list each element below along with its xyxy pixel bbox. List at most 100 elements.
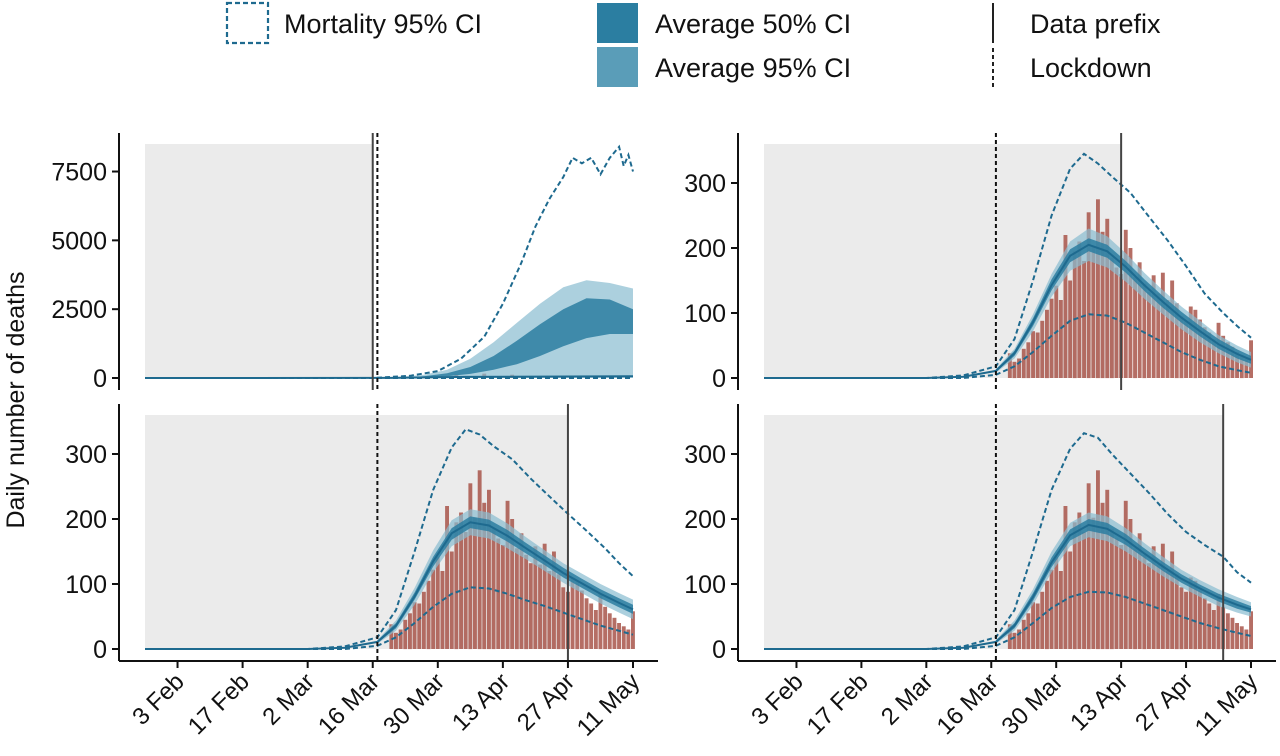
death-bar xyxy=(519,533,524,649)
death-bar xyxy=(1086,212,1091,379)
death-bar xyxy=(1054,556,1059,649)
death-bar xyxy=(1128,248,1133,378)
death-bar xyxy=(1198,590,1202,649)
death-bar xyxy=(1026,342,1031,379)
y-tick-label: 0 xyxy=(712,365,726,393)
y-tick-label: 200 xyxy=(684,235,726,263)
death-bar xyxy=(598,593,603,650)
y-tick-label: 7500 xyxy=(51,159,107,187)
y-tick-label: 300 xyxy=(684,441,726,469)
y-tick-label: 300 xyxy=(684,170,726,198)
death-bar xyxy=(417,603,422,649)
death-bar xyxy=(473,517,477,649)
x-tick-label: 17 Feb xyxy=(802,668,874,740)
death-bar xyxy=(403,619,408,650)
death-bar xyxy=(1123,229,1128,378)
prefix-shading xyxy=(145,144,373,378)
death-bar xyxy=(398,629,403,649)
death-bar xyxy=(1012,632,1017,650)
death-bar xyxy=(1063,506,1068,649)
death-bar xyxy=(1100,231,1105,379)
death-bar xyxy=(547,571,552,649)
death-bar xyxy=(445,506,449,649)
death-bar xyxy=(421,591,426,649)
death-bar xyxy=(1202,327,1207,378)
x-tick-label: 16 Mar xyxy=(313,668,385,740)
death-bar xyxy=(1035,603,1040,649)
death-bar xyxy=(1058,571,1063,649)
death-bar xyxy=(1170,280,1175,378)
death-bar xyxy=(514,548,519,650)
mortality-upper-line xyxy=(145,144,634,379)
death-bar xyxy=(1109,257,1114,379)
y-tick-label: 100 xyxy=(65,571,107,599)
x-tick-label: 2 Mar xyxy=(876,668,938,730)
death-bar xyxy=(454,522,459,650)
death-bar xyxy=(1045,580,1049,650)
death-bar xyxy=(1188,577,1193,649)
death-bar xyxy=(1021,348,1026,379)
y-tick-label: 100 xyxy=(684,571,726,599)
death-bar xyxy=(1156,293,1161,378)
panel-top-right: 0 100 200 300 xyxy=(684,133,1253,393)
y-tick-label: 100 xyxy=(684,300,726,328)
legend-avg95-swatch xyxy=(597,47,638,87)
death-bar xyxy=(1119,545,1124,649)
death-bar xyxy=(500,545,505,649)
death-bar xyxy=(1012,361,1017,379)
death-bar xyxy=(1040,591,1045,649)
death-bar xyxy=(626,629,631,649)
death-bar xyxy=(1105,218,1110,379)
death-bar xyxy=(1193,309,1198,379)
y-tick-label: 200 xyxy=(65,506,107,534)
death-bar xyxy=(1072,251,1077,379)
death-bar xyxy=(1091,517,1096,649)
death-bar xyxy=(1151,275,1156,378)
death-bar xyxy=(510,519,515,649)
death-bar xyxy=(1077,241,1082,378)
death-bar xyxy=(1058,300,1063,378)
death-bar xyxy=(431,569,436,649)
death-bar xyxy=(1128,519,1133,649)
death-bar xyxy=(487,489,491,650)
mean-line xyxy=(764,523,1252,650)
x-tick-label: 27 Apr xyxy=(512,668,580,736)
death-bar xyxy=(1082,261,1086,378)
death-bar xyxy=(1142,554,1147,650)
death-bar xyxy=(1109,528,1114,650)
x-tick-label: 11 May xyxy=(572,668,645,741)
death-bar xyxy=(1184,320,1188,378)
death-bar xyxy=(1249,611,1253,649)
death-bar xyxy=(524,554,529,650)
death-bar xyxy=(1179,316,1184,379)
death-bar xyxy=(1235,352,1239,378)
death-bar xyxy=(1096,199,1100,379)
death-bar xyxy=(1239,355,1244,379)
x-tick-label: 3 Feb xyxy=(746,668,808,730)
x-tick-label: 27 Apr xyxy=(1130,668,1198,736)
panel-top-left: 0 2500 5000 7500 xyxy=(51,133,634,393)
death-bar xyxy=(1017,629,1021,649)
death-bar xyxy=(1202,598,1207,649)
death-bar xyxy=(482,502,487,650)
avg95-band xyxy=(377,509,633,644)
legend-mortality-label: Mortality 95% CI xyxy=(284,9,482,39)
x-tick-label: 13 Apr xyxy=(447,668,515,736)
death-bar xyxy=(1156,564,1161,649)
death-bar xyxy=(617,623,621,649)
death-bar xyxy=(621,626,626,650)
x-tick-label: 16 Mar xyxy=(932,668,1004,740)
death-bar xyxy=(1049,569,1054,649)
death-bar xyxy=(538,564,542,649)
death-bar xyxy=(459,512,463,649)
death-bar xyxy=(468,483,473,650)
death-bar xyxy=(1026,613,1031,650)
death-bar xyxy=(1165,571,1170,649)
x-tick-label: 2 Mar xyxy=(257,668,319,730)
y-tick-label: 0 xyxy=(93,365,107,393)
death-bar xyxy=(394,632,398,650)
y-tick-label: 0 xyxy=(93,636,107,664)
